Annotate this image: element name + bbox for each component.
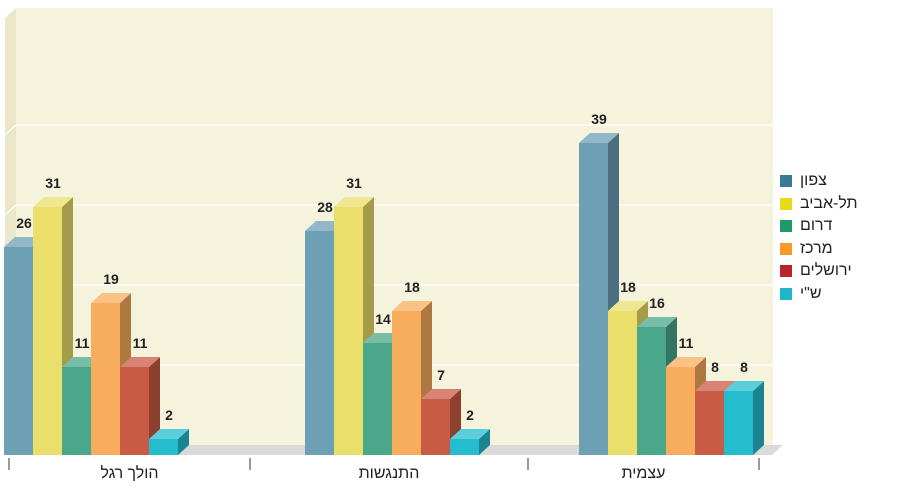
bar-front [421,399,450,455]
legend-swatch [780,197,792,210]
data-label: 16 [649,295,665,311]
bar-top [608,301,648,311]
legend-label: מרכז [800,239,833,257]
legend-item: דרום [780,215,912,238]
bar-side [178,429,189,455]
bar-top [579,133,619,143]
legend-swatch [780,287,792,300]
bar-front [120,367,149,455]
x-tick-label: הולך רגל [100,464,158,482]
data-label: 19 [103,271,119,287]
data-label: 8 [711,359,719,375]
bar-top [637,317,677,327]
data-label: 11 [75,335,90,351]
bar-side [753,381,764,455]
bar [724,381,764,455]
bar [149,429,189,455]
legend-label: ש"י [800,284,822,302]
bar-front [637,327,666,455]
legend-swatch [780,242,792,255]
bar-front [695,391,724,455]
x-tick-label: עצמית [622,465,666,482]
bar-front [579,143,608,455]
data-label: 7 [437,367,445,383]
data-label: 18 [620,279,636,295]
legend-item: מרכז [780,238,912,261]
legend-item: תל-אביב [780,193,912,216]
legend-swatch [780,175,792,188]
legend-item: ש"י [780,283,912,306]
bar-top [695,381,735,391]
bar [33,197,73,455]
bar-front [91,303,120,455]
bar-top [33,197,73,207]
legend-label: תל-אביב [800,194,858,212]
data-label: 18 [404,279,420,295]
legend-item: צפון [780,170,912,193]
data-label: 28 [317,199,333,215]
bar-side [149,357,160,455]
bar-front [724,391,753,455]
bar-front [666,367,695,455]
gridline [4,204,17,216]
bar-top [334,197,374,207]
data-label: 31 [45,175,61,191]
bar-front [450,439,479,455]
bar-top [666,357,706,367]
x-axis: הולך רגל התנגשות עצמית [8,458,760,482]
bar-front [149,439,178,455]
bar-front [305,231,334,455]
bar [450,429,490,455]
bar [120,357,160,455]
data-label: 14 [375,311,391,327]
legend-label: דרום [800,217,833,235]
bar-top [450,429,490,439]
data-label: 2 [165,407,173,423]
legend-label: ירושלים [800,262,852,280]
data-label: 11 [679,335,694,351]
bar-front [33,207,62,455]
x-tick-label: התנגשות [359,465,420,482]
bar-front [392,311,421,455]
bar-top [392,301,432,311]
data-label: 31 [346,175,362,191]
bar-front [334,207,363,455]
data-label: 8 [740,359,748,375]
bar-top [91,293,131,303]
data-label: 26 [16,215,32,231]
data-label: 2 [466,407,474,423]
legend-item: ירושלים [780,260,912,283]
gridline [4,124,17,136]
bars [4,133,764,455]
bar-top [120,357,160,367]
data-label: 11 [133,335,148,351]
legend-swatch [780,265,792,278]
bar-front [62,367,91,455]
legend-swatch [780,220,792,233]
data-labels: 26 31 11 19 11 2 28 31 14 18 7 2 39 18 16 11 8 8 [16,111,748,423]
bar-top [149,429,189,439]
bar-front [363,343,392,455]
bar-front [4,247,33,455]
data-label: 39 [591,111,607,127]
legend: צפון תל-אביב דרום מרכז ירושלים ש"י [780,170,912,305]
legend-label: צפון [800,172,827,190]
bar-top [724,381,764,391]
bar-top [421,389,461,399]
bar-front [608,311,637,455]
bar-side [479,429,490,455]
